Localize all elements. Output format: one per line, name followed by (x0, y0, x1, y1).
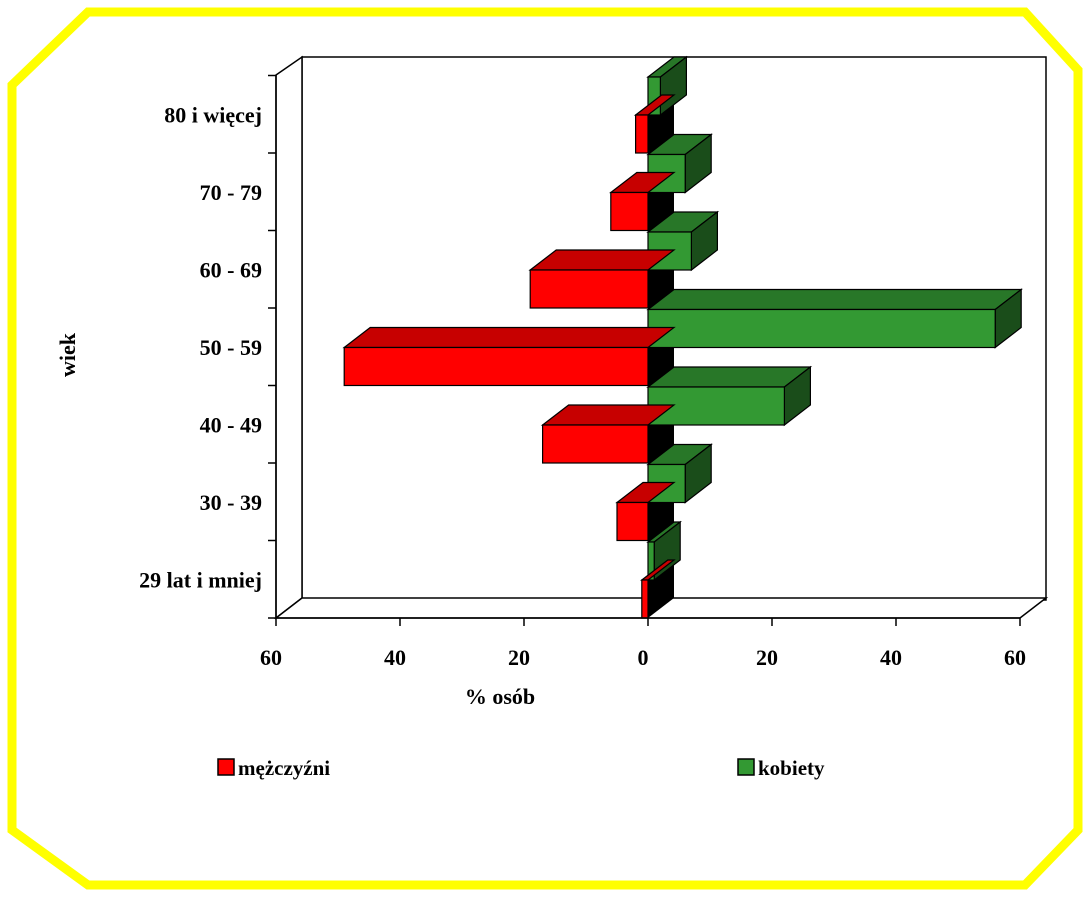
x-tick-label: 20 (756, 645, 778, 670)
legend-label-women: kobiety (758, 756, 825, 780)
bar-women-0 (647, 541, 655, 581)
legend-swatch-men (217, 758, 235, 776)
bar-women-top (646, 288, 1023, 311)
x-tick-label: 0 (638, 645, 649, 670)
y-tick-label: 50 - 59 (200, 335, 262, 360)
bar-men-top (342, 326, 676, 349)
y-tick-label: 40 - 49 (200, 412, 262, 437)
bars-group (342, 55, 1023, 619)
bar-women-3 (647, 308, 996, 349)
bar-men-3 (343, 346, 649, 387)
y-axis-title: wiek (55, 332, 80, 377)
legend-swatch-women (737, 758, 755, 776)
y-tick-label: 30 - 39 (200, 490, 262, 515)
x-tick-label: 40 (880, 645, 902, 670)
bar-women-top (646, 366, 813, 388)
bar-men-0 (641, 579, 649, 619)
legend-label-men: mężczyźni (238, 756, 330, 780)
bar-men-1 (616, 501, 649, 542)
x-tick-label: 20 (508, 645, 530, 670)
x-tick-label: 60 (260, 645, 282, 670)
bar-men-4 (529, 269, 649, 309)
y-tick-label: 29 lat i mniej (139, 567, 262, 592)
bar-men-2 (541, 424, 649, 464)
x-tick-label: 40 (384, 645, 406, 670)
side-wall (275, 55, 303, 620)
x-axis-title: % osób (465, 684, 535, 709)
bar-men-6 (634, 114, 649, 154)
y-tick-label: 70 - 79 (200, 180, 262, 205)
axes-group: 29 lat i mniej 30 - 39 40 - 49 50 - 59 60 - … (139, 74, 1026, 670)
legend: mężczyźni kobiety (217, 756, 825, 780)
bar-men-top (528, 249, 676, 271)
y-tick-label: 80 i więcej (164, 102, 262, 127)
y-tick-label: 60 - 69 (200, 257, 262, 282)
x-tick-label: 60 (1004, 645, 1026, 670)
bar-men-5 (610, 191, 649, 232)
